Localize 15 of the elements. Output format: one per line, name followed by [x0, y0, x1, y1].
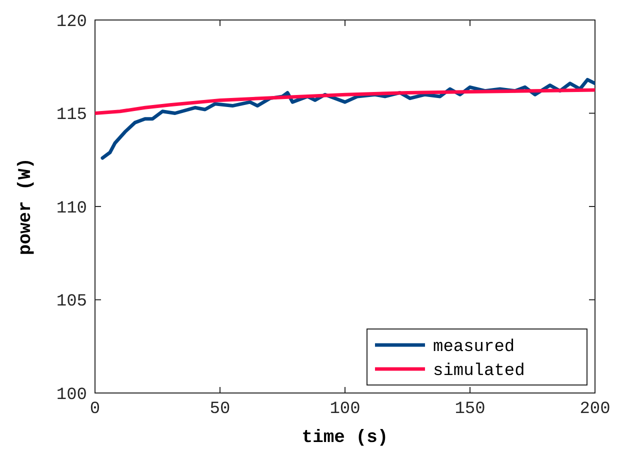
x-tick-label: 50 — [210, 400, 230, 419]
y-tick-label: 100 — [56, 386, 87, 405]
y-axis-title: power (W) — [16, 158, 36, 256]
y-tick-label: 120 — [56, 12, 87, 32]
legend-label: measured — [433, 338, 515, 357]
y-tick-label: 115 — [56, 106, 87, 126]
x-tick-label: 200 — [580, 400, 610, 419]
legend-label: simulated — [433, 362, 525, 381]
y-tick-label: 110 — [56, 199, 87, 218]
x-tick-label: 100 — [330, 400, 360, 419]
x-tick-label: 150 — [454, 400, 486, 419]
x-axis-title: time (s) — [302, 428, 388, 448]
line-series — [95, 88, 595, 115]
x-tick-label: 0 — [90, 400, 100, 419]
y-tick-label: 105 — [56, 292, 87, 312]
